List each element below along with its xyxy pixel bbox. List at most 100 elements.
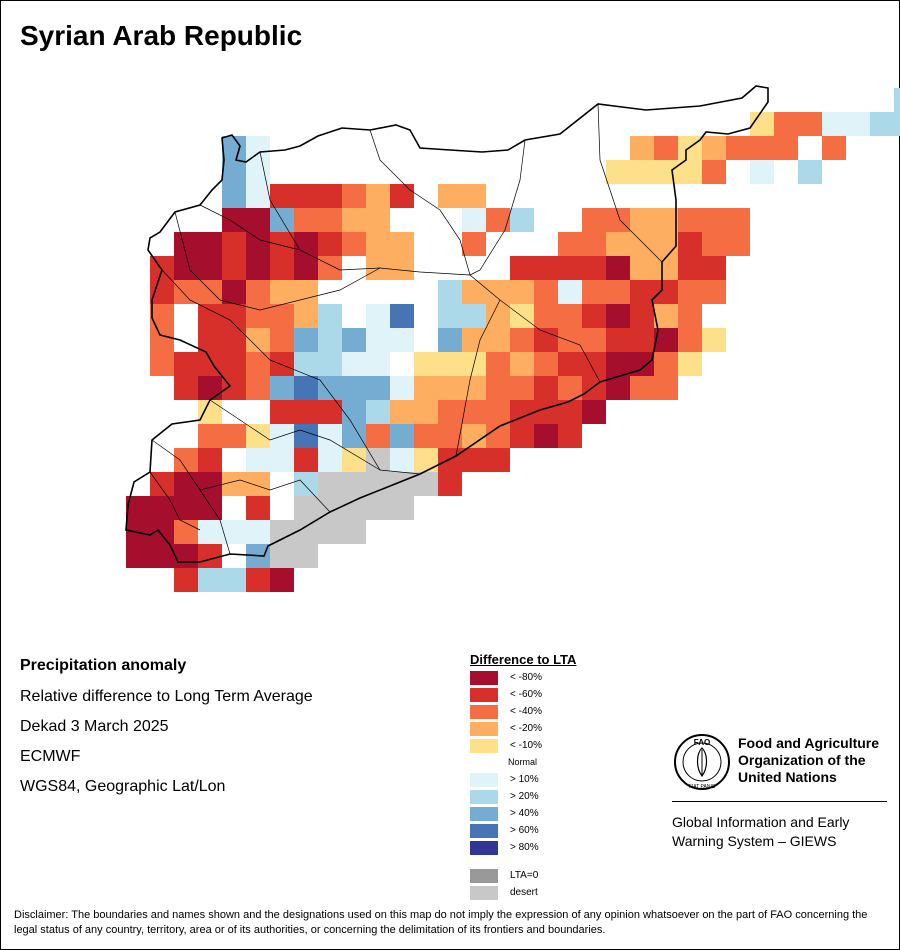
grid-cell <box>798 160 822 184</box>
grid-cell <box>702 280 726 304</box>
grid-cell <box>606 232 630 256</box>
grid-cell <box>558 352 582 376</box>
grid-cell <box>150 544 174 568</box>
grid-cell <box>630 256 654 280</box>
grid-cell <box>462 448 486 472</box>
admin-boundary <box>469 139 526 276</box>
grid-cell <box>702 256 726 280</box>
grid-cell <box>174 304 198 328</box>
grid-cell <box>174 544 198 568</box>
grid-cell <box>270 520 294 544</box>
grid-cell <box>678 328 702 352</box>
anomaly-grid <box>126 88 900 592</box>
grid-cell <box>798 112 822 136</box>
grid-cell <box>510 304 534 328</box>
grid-cell <box>510 280 534 304</box>
grid-cell <box>270 544 294 568</box>
grid-cell <box>462 280 486 304</box>
grid-cell <box>246 496 270 520</box>
grid-cell <box>654 256 678 280</box>
admin-boundary <box>209 399 381 471</box>
grid-cell <box>654 304 678 328</box>
grid-cell <box>390 184 414 208</box>
grid-cell <box>150 280 174 304</box>
grid-cell <box>870 112 894 136</box>
grid-cell <box>198 496 222 520</box>
grid-cell <box>318 208 342 232</box>
grid-cell <box>294 376 318 400</box>
grid-cell <box>414 472 438 496</box>
grid-cell <box>174 280 198 304</box>
grid-cell <box>462 208 486 232</box>
grid-cell <box>462 232 486 256</box>
grid-cell <box>438 376 462 400</box>
grid-cell <box>654 208 678 232</box>
grid-cell <box>222 424 246 448</box>
grid-cell <box>606 328 630 352</box>
grid-cell <box>630 136 654 160</box>
grid-cell <box>294 352 318 376</box>
grid-cell <box>726 136 750 160</box>
admin-boundary <box>149 471 201 531</box>
grid-cell <box>726 208 750 232</box>
grid-cell <box>414 424 438 448</box>
info-line: WGS84, Geographic Lat/Lon <box>20 778 226 795</box>
grid-cell <box>438 400 462 424</box>
grid-cell <box>198 280 222 304</box>
grid-cell <box>198 400 222 424</box>
grid-cell <box>390 424 414 448</box>
grid-cell <box>486 208 510 232</box>
grid-cell <box>558 256 582 280</box>
grid-cell <box>294 256 318 280</box>
legend-swatch <box>470 841 498 855</box>
info-line: ECMWF <box>20 748 81 765</box>
legend-swatch <box>470 688 498 702</box>
admin-boundary <box>161 269 421 475</box>
grid-cell <box>222 568 246 592</box>
grid-cell <box>486 376 510 400</box>
grid-cell <box>294 544 318 568</box>
map-title: Syrian Arab Republic <box>20 20 303 51</box>
grid-cell <box>366 376 390 400</box>
grid-cell <box>342 232 366 256</box>
grid-cell <box>246 160 270 184</box>
grid-cell <box>390 256 414 280</box>
legend-label: < -60% <box>510 689 542 700</box>
legend-swatch <box>470 869 498 883</box>
grid-cell <box>342 328 366 352</box>
grid-cell <box>150 352 174 376</box>
grid-cell <box>486 328 510 352</box>
grid-cell <box>222 520 246 544</box>
legend-swatch <box>470 705 498 719</box>
grid-cell <box>294 280 318 304</box>
grid-cell <box>534 232 558 256</box>
grid-cell <box>270 232 294 256</box>
legend-swatch <box>470 807 498 821</box>
grid-cell <box>414 352 438 376</box>
grid-cell <box>318 520 342 544</box>
grid-cell <box>606 280 630 304</box>
grid-cell <box>702 208 726 232</box>
grid-cell <box>414 280 438 304</box>
legend-label: desert <box>510 887 538 898</box>
grid-cell <box>678 304 702 328</box>
grid-cell <box>342 376 366 400</box>
grid-cell <box>582 304 606 328</box>
precipitation-map <box>125 85 900 592</box>
grid-cell <box>558 424 582 448</box>
grid-cell <box>294 400 318 424</box>
grid-cell <box>534 376 558 400</box>
grid-cell <box>630 280 654 304</box>
grid-cell <box>486 352 510 376</box>
grid-cell <box>366 424 390 448</box>
grid-cell <box>414 328 438 352</box>
giews-line: Warning System – GIEWS <box>672 833 837 849</box>
grid-cell <box>222 256 246 280</box>
grid-cell <box>438 352 462 376</box>
grid-cell <box>558 208 582 232</box>
grid-cell <box>198 520 222 544</box>
grid-cell <box>174 232 198 256</box>
giews-name: Global Information and Early Warning Sys… <box>672 813 892 851</box>
admin-boundary <box>259 151 471 276</box>
grid-cell <box>558 304 582 328</box>
